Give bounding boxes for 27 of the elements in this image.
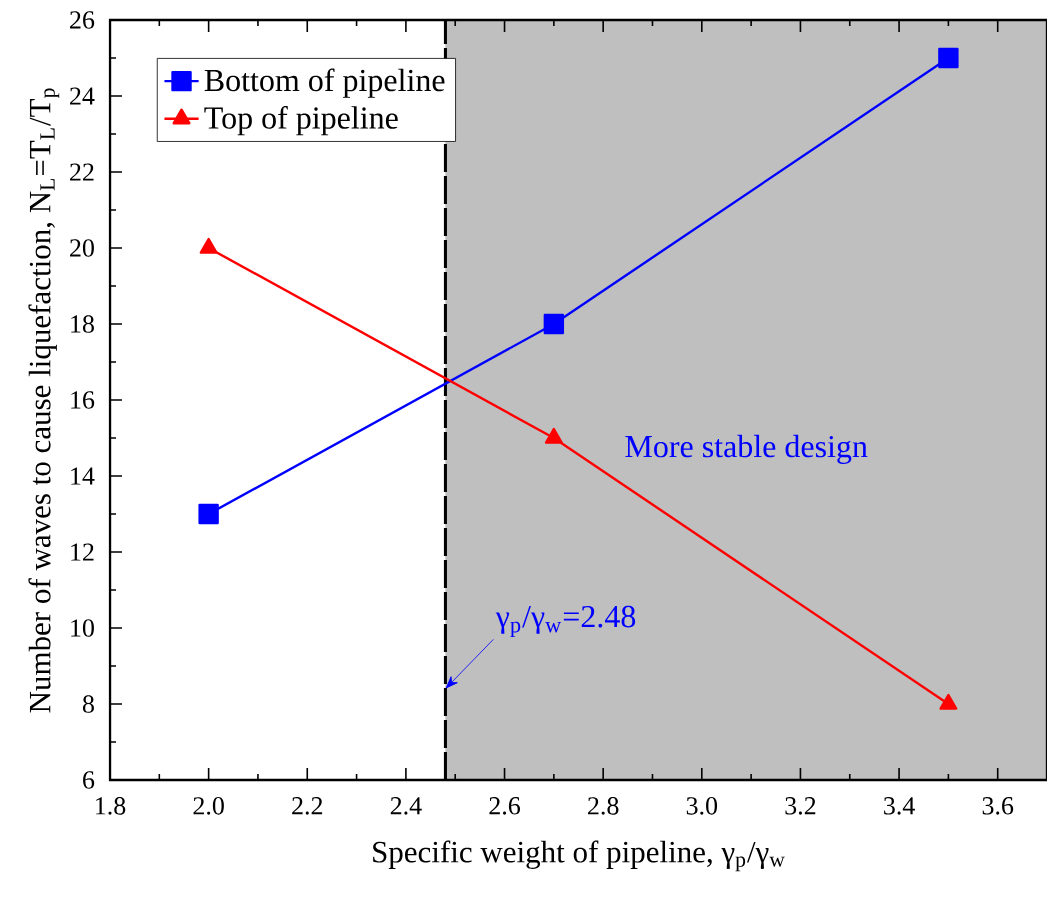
x-tick-label: 2.4 xyxy=(390,797,422,815)
y-tick-label: 18 xyxy=(71,315,94,333)
ref-line-label: γ$_{p}$/γ$_{w}$=2.48 xyxy=(495,605,636,638)
y-tick-label: 12 xyxy=(71,543,94,561)
x-tick-label: 3.6 xyxy=(982,797,1014,815)
y-tick-label: 10 xyxy=(71,619,94,637)
y-axis-title: Number of waves to cause liquefaction, N$_{L}$=T$_{L}$/T$_{p}$ xyxy=(28,88,60,713)
y-tick-label: 6 xyxy=(83,771,95,789)
band-label: More stable design xyxy=(625,434,868,464)
x-tick-label: 2.2 xyxy=(292,797,323,815)
x-tick-label: 1.8 xyxy=(96,797,126,815)
legend-label: Top of pipeline xyxy=(204,105,398,136)
x-tick-label: 2.0 xyxy=(193,797,224,815)
x-tick-label: 2.8 xyxy=(588,797,619,815)
y-tick-label: 26 xyxy=(70,11,95,29)
x-tick-label: 3.4 xyxy=(884,797,915,815)
y-tick-label: 22 xyxy=(70,163,94,181)
x-axis-title: Specific weight of pipeline, γ$_{p}$/γ$_{w}$ xyxy=(373,840,785,872)
x-tick-label: 3.2 xyxy=(785,797,816,815)
y-tick-label: 8 xyxy=(82,695,94,713)
y-tick-label: 20 xyxy=(70,239,94,257)
y-tick-label: 24 xyxy=(70,87,95,105)
legend-label: Bottom of pipeline xyxy=(204,68,445,98)
x-tick-label: 3.0 xyxy=(686,797,718,815)
x-tick-label: 2.6 xyxy=(489,797,521,815)
y-tick-label: 16 xyxy=(71,391,95,409)
y-tick-label: 14 xyxy=(71,467,95,485)
